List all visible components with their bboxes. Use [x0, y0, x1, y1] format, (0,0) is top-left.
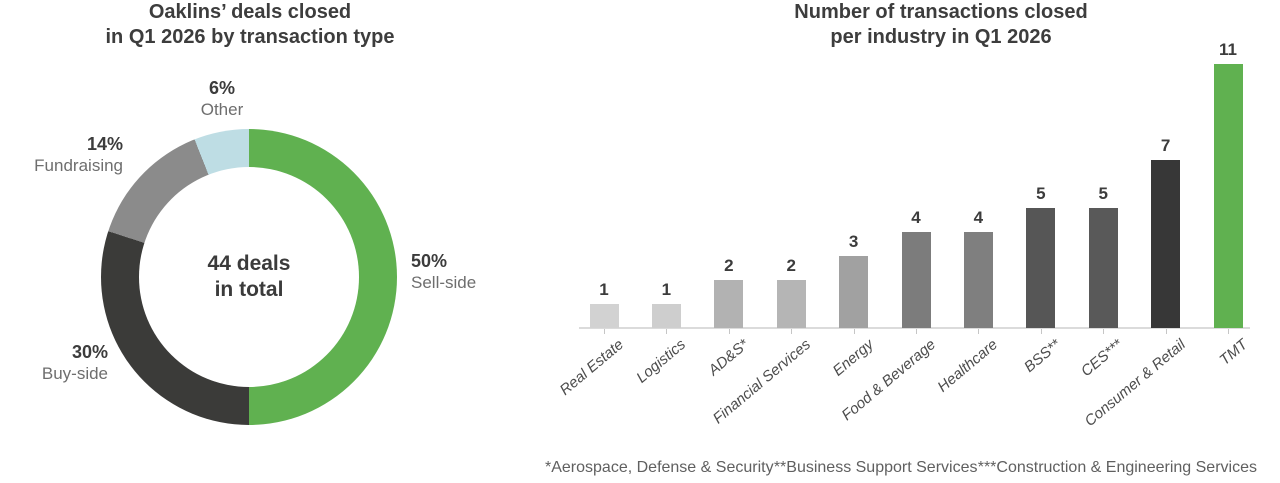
- bar-value-healthcare: 4: [973, 207, 984, 227]
- bar-value-energy: 3: [848, 231, 859, 251]
- x-axis-tick: [1040, 329, 1042, 334]
- bar-value-financial-services: 2: [786, 255, 796, 275]
- segment-label-other: 6% Other: [147, 78, 297, 120]
- bar-ces: [1088, 207, 1118, 328]
- segment-pct-sell-side: 50%: [411, 251, 448, 271]
- donut-chart: 44 deals in total: [101, 129, 397, 425]
- bar-value-food-beverage: 4: [911, 207, 921, 227]
- x-axis-line: [579, 327, 1250, 329]
- x-axis-tick: [604, 329, 605, 334]
- segment-label-fundraising: 14% Fundraising: [3, 134, 123, 176]
- bar-logistics: [651, 303, 681, 328]
- x-axis-tick: [1103, 329, 1105, 334]
- donut-chart-title-line1: Oaklins’ deals closed: [148, 1, 352, 23]
- x-axis-tick: [916, 329, 917, 334]
- segment-name-other: Other: [200, 100, 244, 119]
- footnote-ces: ***Construction & Engineering Services: [977, 459, 1257, 476]
- x-axis-tick: [853, 329, 855, 334]
- bar-consumer-retail: [1151, 159, 1181, 328]
- footnote-bss: **Business Support Services: [773, 459, 978, 476]
- x-axis-tick: [728, 329, 730, 334]
- segment-pct-other: 6%: [208, 78, 235, 98]
- segment-label-buy-side: 30% Buy-side: [0, 342, 108, 384]
- donut-center-label: 44 deals in total: [139, 167, 359, 387]
- bar-ad-s: [714, 279, 744, 328]
- bar-food-beverage: [901, 231, 931, 328]
- segment-label-sell-side: 50% Sell-side: [411, 251, 551, 293]
- bar-chart-title: Number of transactions closed per indust…: [691, 0, 1191, 50]
- bar-value-tmt: 11: [1219, 39, 1237, 59]
- x-axis-tick: [1228, 329, 1229, 334]
- bar-value-real-estate: 1: [599, 279, 609, 299]
- bar-healthcare: [963, 231, 993, 328]
- bar-energy: [839, 255, 869, 328]
- bar-tmt: [1213, 63, 1243, 328]
- bar-chart-title-line1: Number of transactions closed: [794, 1, 1088, 23]
- donut-center-line2: in total: [214, 278, 284, 301]
- donut-center-line1: 44 deals: [207, 252, 291, 275]
- segment-name-fundraising: Fundraising: [34, 156, 123, 175]
- bar-financial-services: [776, 279, 806, 328]
- bar-value-ces: 5: [1098, 183, 1108, 203]
- footnote-ads: *Aerospace, Defense & Security: [545, 459, 774, 476]
- x-axis-tick: [666, 329, 668, 334]
- bar-chart-title-line2: per industry in Q1 2026: [830, 26, 1052, 48]
- bar-value-ad-s: 2: [724, 255, 734, 275]
- donut-chart-title-line2: in Q1 2026 by transaction type: [105, 26, 395, 48]
- segment-pct-fundraising: 14%: [86, 134, 123, 154]
- bar-value-logistics: 1: [661, 279, 672, 299]
- bar-bss: [1026, 207, 1056, 328]
- bar-real-estate: [589, 303, 619, 328]
- x-axis-tick: [1165, 329, 1167, 334]
- x-axis-tick: [791, 329, 793, 334]
- footnotes: *Aerospace, Defense & Security **Busines…: [545, 459, 1257, 477]
- x-axis-tick: [978, 329, 980, 334]
- donut-chart-title: Oaklins’ deals closed in Q1 2026 by tran…: [0, 0, 500, 50]
- bar-value-consumer-retail: 7: [1160, 135, 1171, 155]
- segment-pct-buy-side: 30%: [71, 342, 108, 362]
- bar-value-bss: 5: [1036, 183, 1046, 203]
- segment-name-sell-side: Sell-side: [411, 273, 477, 292]
- segment-name-buy-side: Buy-side: [41, 364, 108, 383]
